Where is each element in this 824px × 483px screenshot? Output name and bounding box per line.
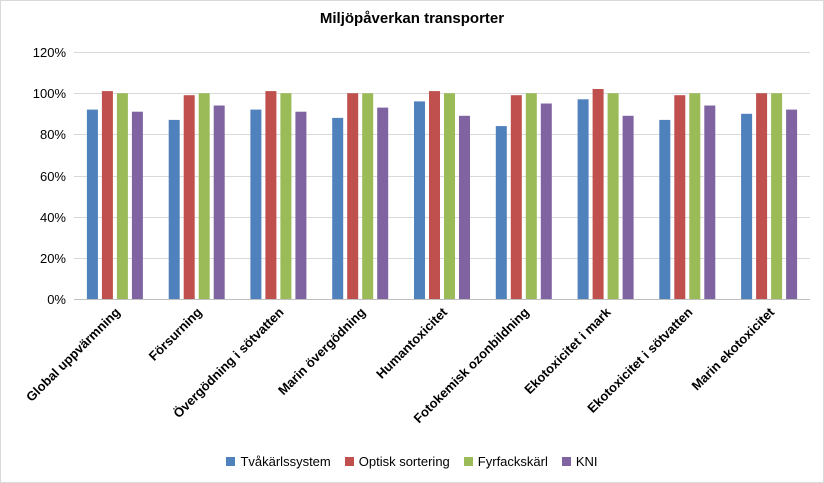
category-label: Marin ekotoxicitet	[688, 304, 777, 393]
bar	[689, 93, 701, 299]
bar	[213, 105, 225, 299]
legend-label: KNI	[575, 454, 598, 469]
category-label: Försurning	[146, 304, 205, 363]
y-tick-label: 60%	[40, 169, 66, 184]
bar	[377, 107, 389, 299]
bar	[198, 93, 210, 299]
legend-item: Fyrfackskärl	[463, 454, 548, 469]
bar	[607, 93, 619, 299]
category-label: Ekotoxicitet i mark	[521, 304, 614, 397]
bar	[592, 89, 604, 299]
y-tick-label: 80%	[40, 127, 66, 142]
bar	[116, 93, 128, 299]
bar	[741, 113, 753, 300]
y-tick-label: 20%	[40, 251, 66, 266]
bar	[131, 111, 143, 299]
bar	[459, 115, 470, 299]
bar	[674, 95, 686, 299]
bar	[101, 91, 113, 299]
bar	[362, 93, 374, 299]
bar	[786, 109, 798, 299]
bar	[659, 119, 671, 300]
legend-item: Tvåkärlssystem	[226, 454, 331, 469]
bar	[525, 93, 537, 299]
bar	[250, 109, 262, 299]
category-label: Marin övergödning	[275, 304, 368, 397]
bar	[183, 95, 195, 299]
legend-item: KNI	[561, 454, 598, 469]
legend-label: Tvåkärlssystem	[240, 454, 331, 469]
y-tick-label: 40%	[40, 210, 66, 225]
legend-label: Optisk sortering	[358, 454, 450, 469]
bar	[771, 93, 783, 299]
bar	[414, 101, 425, 300]
bar	[347, 93, 359, 299]
bar	[265, 91, 277, 299]
bar	[510, 95, 522, 299]
chart-title: Miljöpåverkan transporter	[319, 10, 505, 27]
bar	[540, 103, 552, 299]
bar	[295, 111, 307, 299]
bar	[86, 109, 98, 299]
legend-swatch	[344, 457, 354, 466]
category-label: Global uppvärmning	[23, 304, 123, 404]
legend-swatch	[226, 457, 236, 466]
category-label: Humantoxicitet	[373, 304, 450, 381]
y-tick-label: 100%	[33, 86, 67, 101]
bar	[444, 93, 455, 299]
legend-swatch	[561, 457, 571, 466]
bar	[429, 91, 440, 299]
y-tick-label: 0%	[47, 292, 66, 307]
bar	[704, 105, 716, 299]
bar	[756, 93, 768, 299]
chart-legend: Tvåkärlssystem Optisk sortering Fyrfackskä…	[0, 454, 824, 469]
bar	[332, 117, 344, 300]
bar	[495, 126, 507, 299]
bar	[280, 93, 292, 299]
bar	[168, 119, 180, 300]
bar	[577, 99, 589, 299]
legend-label: Fyrfackskärl	[477, 454, 548, 469]
y-tick-label: 120%	[33, 45, 67, 60]
bar	[622, 115, 634, 299]
legend-item: Optisk sortering	[344, 454, 450, 469]
legend-swatch	[463, 457, 473, 466]
